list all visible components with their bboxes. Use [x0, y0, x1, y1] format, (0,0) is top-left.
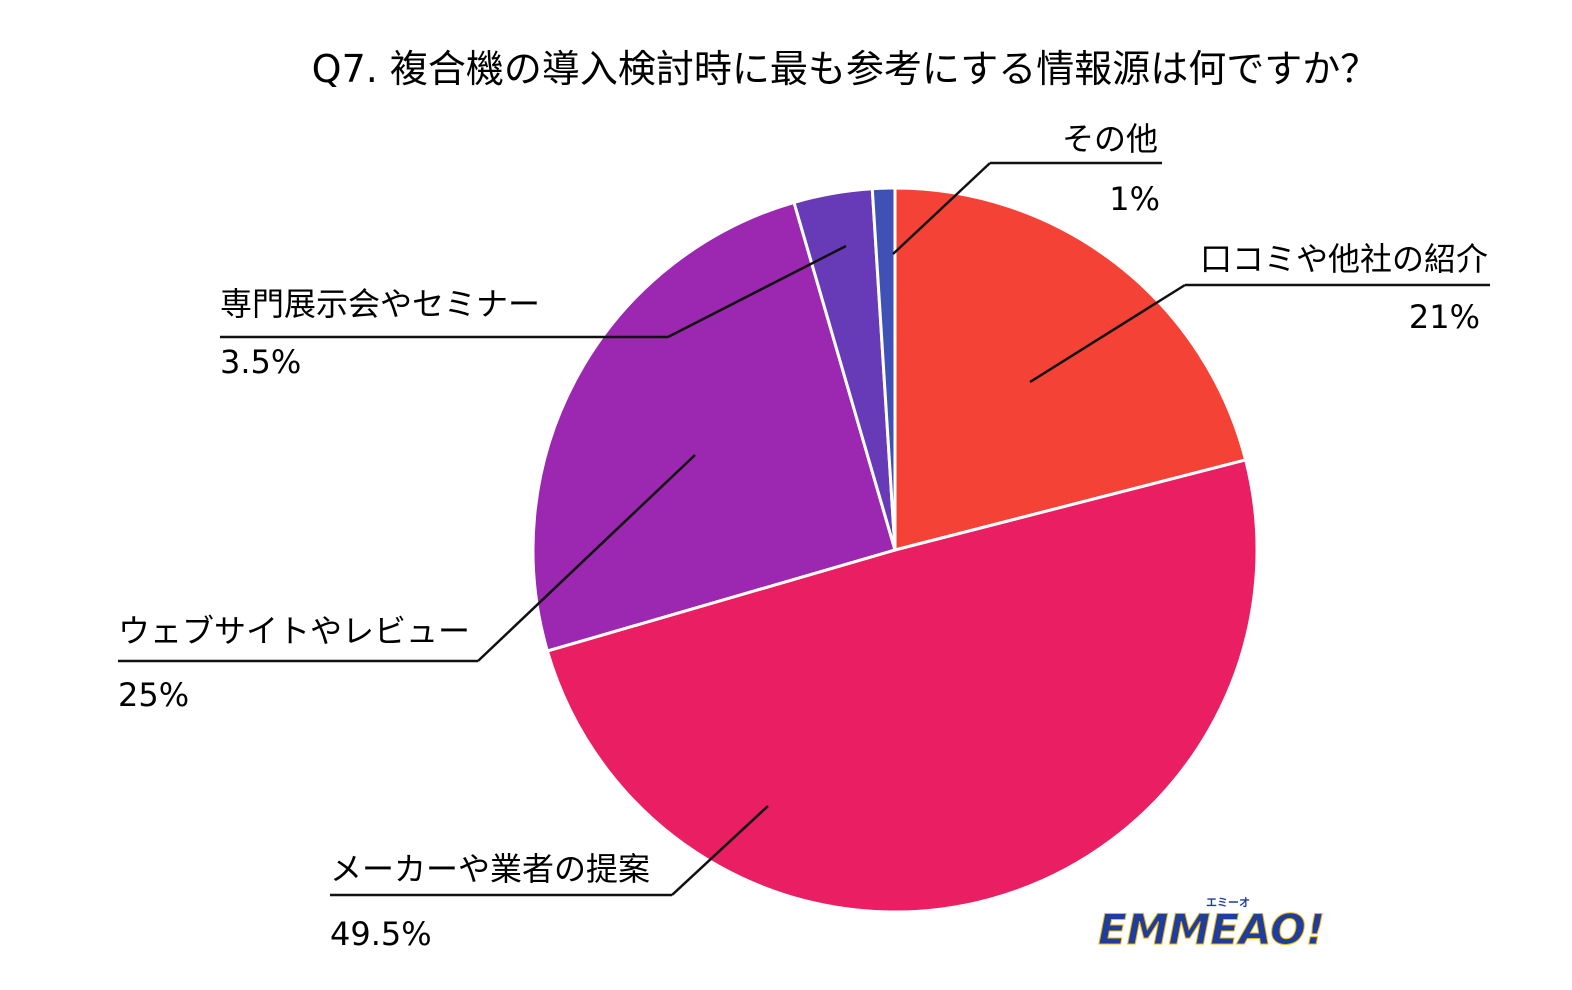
slice-label-kuchikomi: 口コミや他社の紹介: [1200, 240, 1488, 278]
slice-value-other: 1%: [1109, 180, 1160, 218]
emmeao-logo: EMMEAO!エミーオ: [1098, 896, 1326, 955]
slice-label-seminar: 専門展示会やセミナー: [220, 285, 540, 323]
leader-line-maker: [671, 805, 769, 896]
leader-line-kuchikomi: [1029, 283, 1186, 384]
pie-slice-website: [531, 200, 897, 653]
slice-value-maker: 49.5%: [330, 915, 432, 953]
pie-slice-kuchikomi: [893, 186, 1248, 552]
pie-slices: [531, 186, 1259, 914]
leader-line-website: [477, 454, 696, 662]
slice-value-kuchikomi: 21%: [1409, 298, 1480, 336]
slice-label-other: その他: [1062, 120, 1158, 158]
pie-labels: 口コミや他社の紹介 21% メーカーや業者の提案 49.5% ウェブサイトやレビュー 25…: [118, 120, 1490, 953]
slice-value-website: 25%: [118, 676, 189, 714]
logo-subtext: エミーオ: [1206, 896, 1250, 909]
pie-slice-other: [870, 186, 897, 551]
chart-title: Q7. 複合機の導入検討時に最も参考にする情報源は何ですか？: [312, 47, 1379, 91]
slice-value-seminar: 3.5%: [220, 343, 301, 381]
pie-slice-maker: [545, 458, 1259, 914]
leader-line-seminar: [667, 244, 847, 339]
logo-text: EMMEAO!: [1098, 905, 1325, 954]
leader-line-other: [892, 162, 991, 255]
slice-label-maker: メーカーや業者の提案: [330, 850, 650, 888]
slice-label-website: ウェブサイトやレビュー: [118, 612, 470, 650]
